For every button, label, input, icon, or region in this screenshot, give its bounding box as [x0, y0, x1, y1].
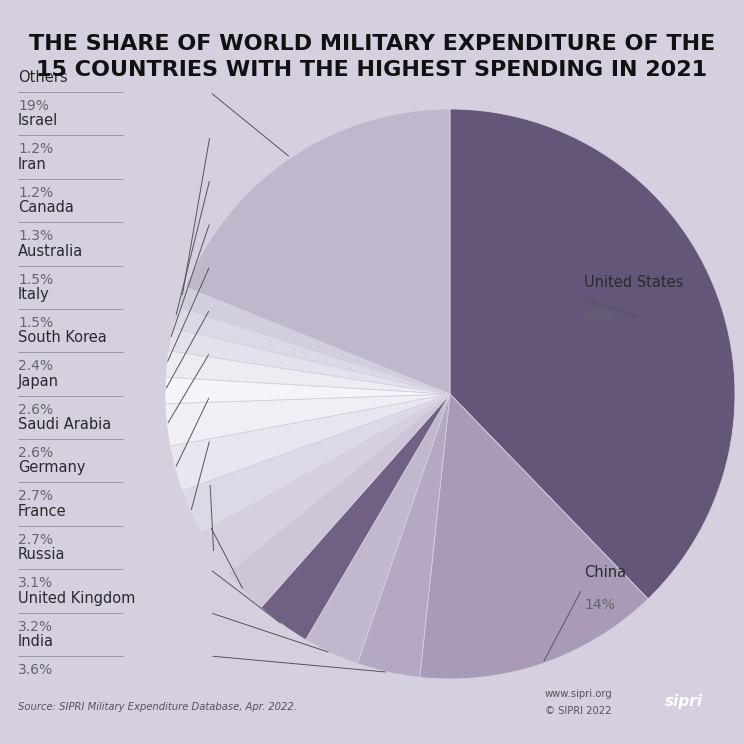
Wedge shape [173, 307, 450, 394]
Text: 14%: 14% [584, 598, 615, 612]
Wedge shape [450, 109, 735, 599]
Wedge shape [182, 394, 450, 533]
Wedge shape [201, 394, 450, 573]
Text: Iran: Iran [18, 157, 47, 172]
Wedge shape [228, 394, 450, 607]
Text: 3.2%: 3.2% [18, 620, 53, 634]
Wedge shape [170, 394, 450, 491]
Text: 19%: 19% [18, 99, 49, 113]
Text: Israel: Israel [18, 113, 58, 129]
Text: 1.2%: 1.2% [18, 186, 53, 200]
Wedge shape [168, 328, 450, 394]
Text: Germany: Germany [18, 461, 86, 475]
Wedge shape [357, 394, 450, 677]
Text: 1.2%: 1.2% [18, 142, 53, 156]
Text: Saudi Arabia: Saudi Arabia [18, 417, 112, 432]
Wedge shape [165, 394, 450, 446]
Text: Japan: Japan [18, 373, 59, 388]
Text: Italy: Italy [18, 287, 50, 302]
Text: 1.5%: 1.5% [18, 272, 53, 286]
Text: www.sipri.org: www.sipri.org [545, 689, 613, 699]
Text: 2.6%: 2.6% [18, 446, 53, 460]
Text: United States: United States [584, 275, 684, 290]
Text: Canada: Canada [18, 200, 74, 215]
Text: South Korea: South Korea [18, 330, 106, 345]
Text: 3.6%: 3.6% [18, 663, 53, 677]
Text: Australia: Australia [18, 243, 83, 258]
Text: 2.4%: 2.4% [18, 359, 53, 373]
Text: THE SHARE OF WORLD MILITARY EXPENDITURE OF THE
15 COUNTRIES WITH THE HIGHEST SPE: THE SHARE OF WORLD MILITARY EXPENDITURE … [29, 34, 715, 80]
Text: sipri: sipri [664, 693, 702, 709]
Text: Russia: Russia [18, 548, 65, 562]
Text: 1.5%: 1.5% [18, 316, 53, 330]
Text: 3.1%: 3.1% [18, 577, 53, 590]
Wedge shape [186, 109, 450, 394]
Wedge shape [165, 377, 450, 404]
Text: Source: SIPRI Military Expenditure Database, Apr. 2022.: Source: SIPRI Military Expenditure Datab… [18, 702, 297, 712]
Wedge shape [165, 350, 450, 394]
Text: United Kingdom: United Kingdom [18, 591, 135, 606]
Text: 2.7%: 2.7% [18, 533, 53, 547]
Text: 38%: 38% [584, 308, 615, 322]
Text: © SIPRI 2022: © SIPRI 2022 [545, 706, 612, 716]
Text: India: India [18, 634, 54, 649]
Text: Others: Others [18, 70, 68, 85]
Text: 2.7%: 2.7% [18, 490, 53, 504]
Wedge shape [306, 394, 450, 664]
Wedge shape [420, 394, 648, 679]
Wedge shape [261, 394, 450, 640]
Wedge shape [179, 287, 450, 394]
Text: China: China [584, 565, 626, 580]
Text: France: France [18, 504, 67, 519]
Text: 1.3%: 1.3% [18, 229, 53, 243]
Text: 2.6%: 2.6% [18, 403, 53, 417]
